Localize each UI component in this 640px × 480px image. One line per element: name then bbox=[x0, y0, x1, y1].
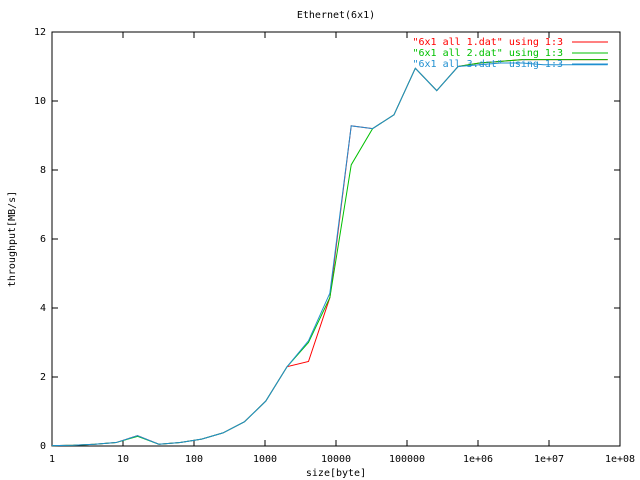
x-axis-label: size[byte] bbox=[306, 468, 366, 479]
y-tick-label: 0 bbox=[40, 441, 46, 452]
y-tick-label: 12 bbox=[34, 27, 46, 38]
legend-label: "6x1 all 2.dat" using 1:3 bbox=[412, 48, 563, 59]
data-line bbox=[51, 59, 608, 447]
x-tick-label: 1000 bbox=[253, 454, 277, 465]
x-tick-label: 10000 bbox=[321, 454, 351, 465]
legend-label: "6x1 all 1.dat" using 1:3 bbox=[412, 37, 563, 48]
x-tick-label: 1 bbox=[49, 454, 55, 465]
data-line bbox=[51, 62, 608, 447]
x-tick-label: 100 bbox=[185, 454, 203, 465]
x-tick-label: 1e+08 bbox=[605, 454, 635, 465]
y-tick-label: 6 bbox=[40, 234, 46, 245]
data-line bbox=[51, 59, 608, 447]
x-tick-label: 1e+06 bbox=[463, 454, 493, 465]
y-tick-label: 2 bbox=[40, 372, 46, 383]
x-tick-label: 1e+07 bbox=[534, 454, 564, 465]
y-axis-label: throughput[MB/s] bbox=[7, 191, 18, 287]
legend-label: "6x1 all 3.dat" using 1:3 bbox=[412, 59, 563, 70]
y-tick-label: 8 bbox=[40, 165, 46, 176]
x-tick-label: 100000 bbox=[389, 454, 425, 465]
y-tick-label: 4 bbox=[40, 303, 46, 314]
chart-title: Ethernet(6x1) bbox=[297, 10, 375, 21]
plot-frame bbox=[51, 31, 621, 447]
y-tick-label: 10 bbox=[34, 96, 46, 107]
x-tick-label: 10 bbox=[117, 454, 129, 465]
